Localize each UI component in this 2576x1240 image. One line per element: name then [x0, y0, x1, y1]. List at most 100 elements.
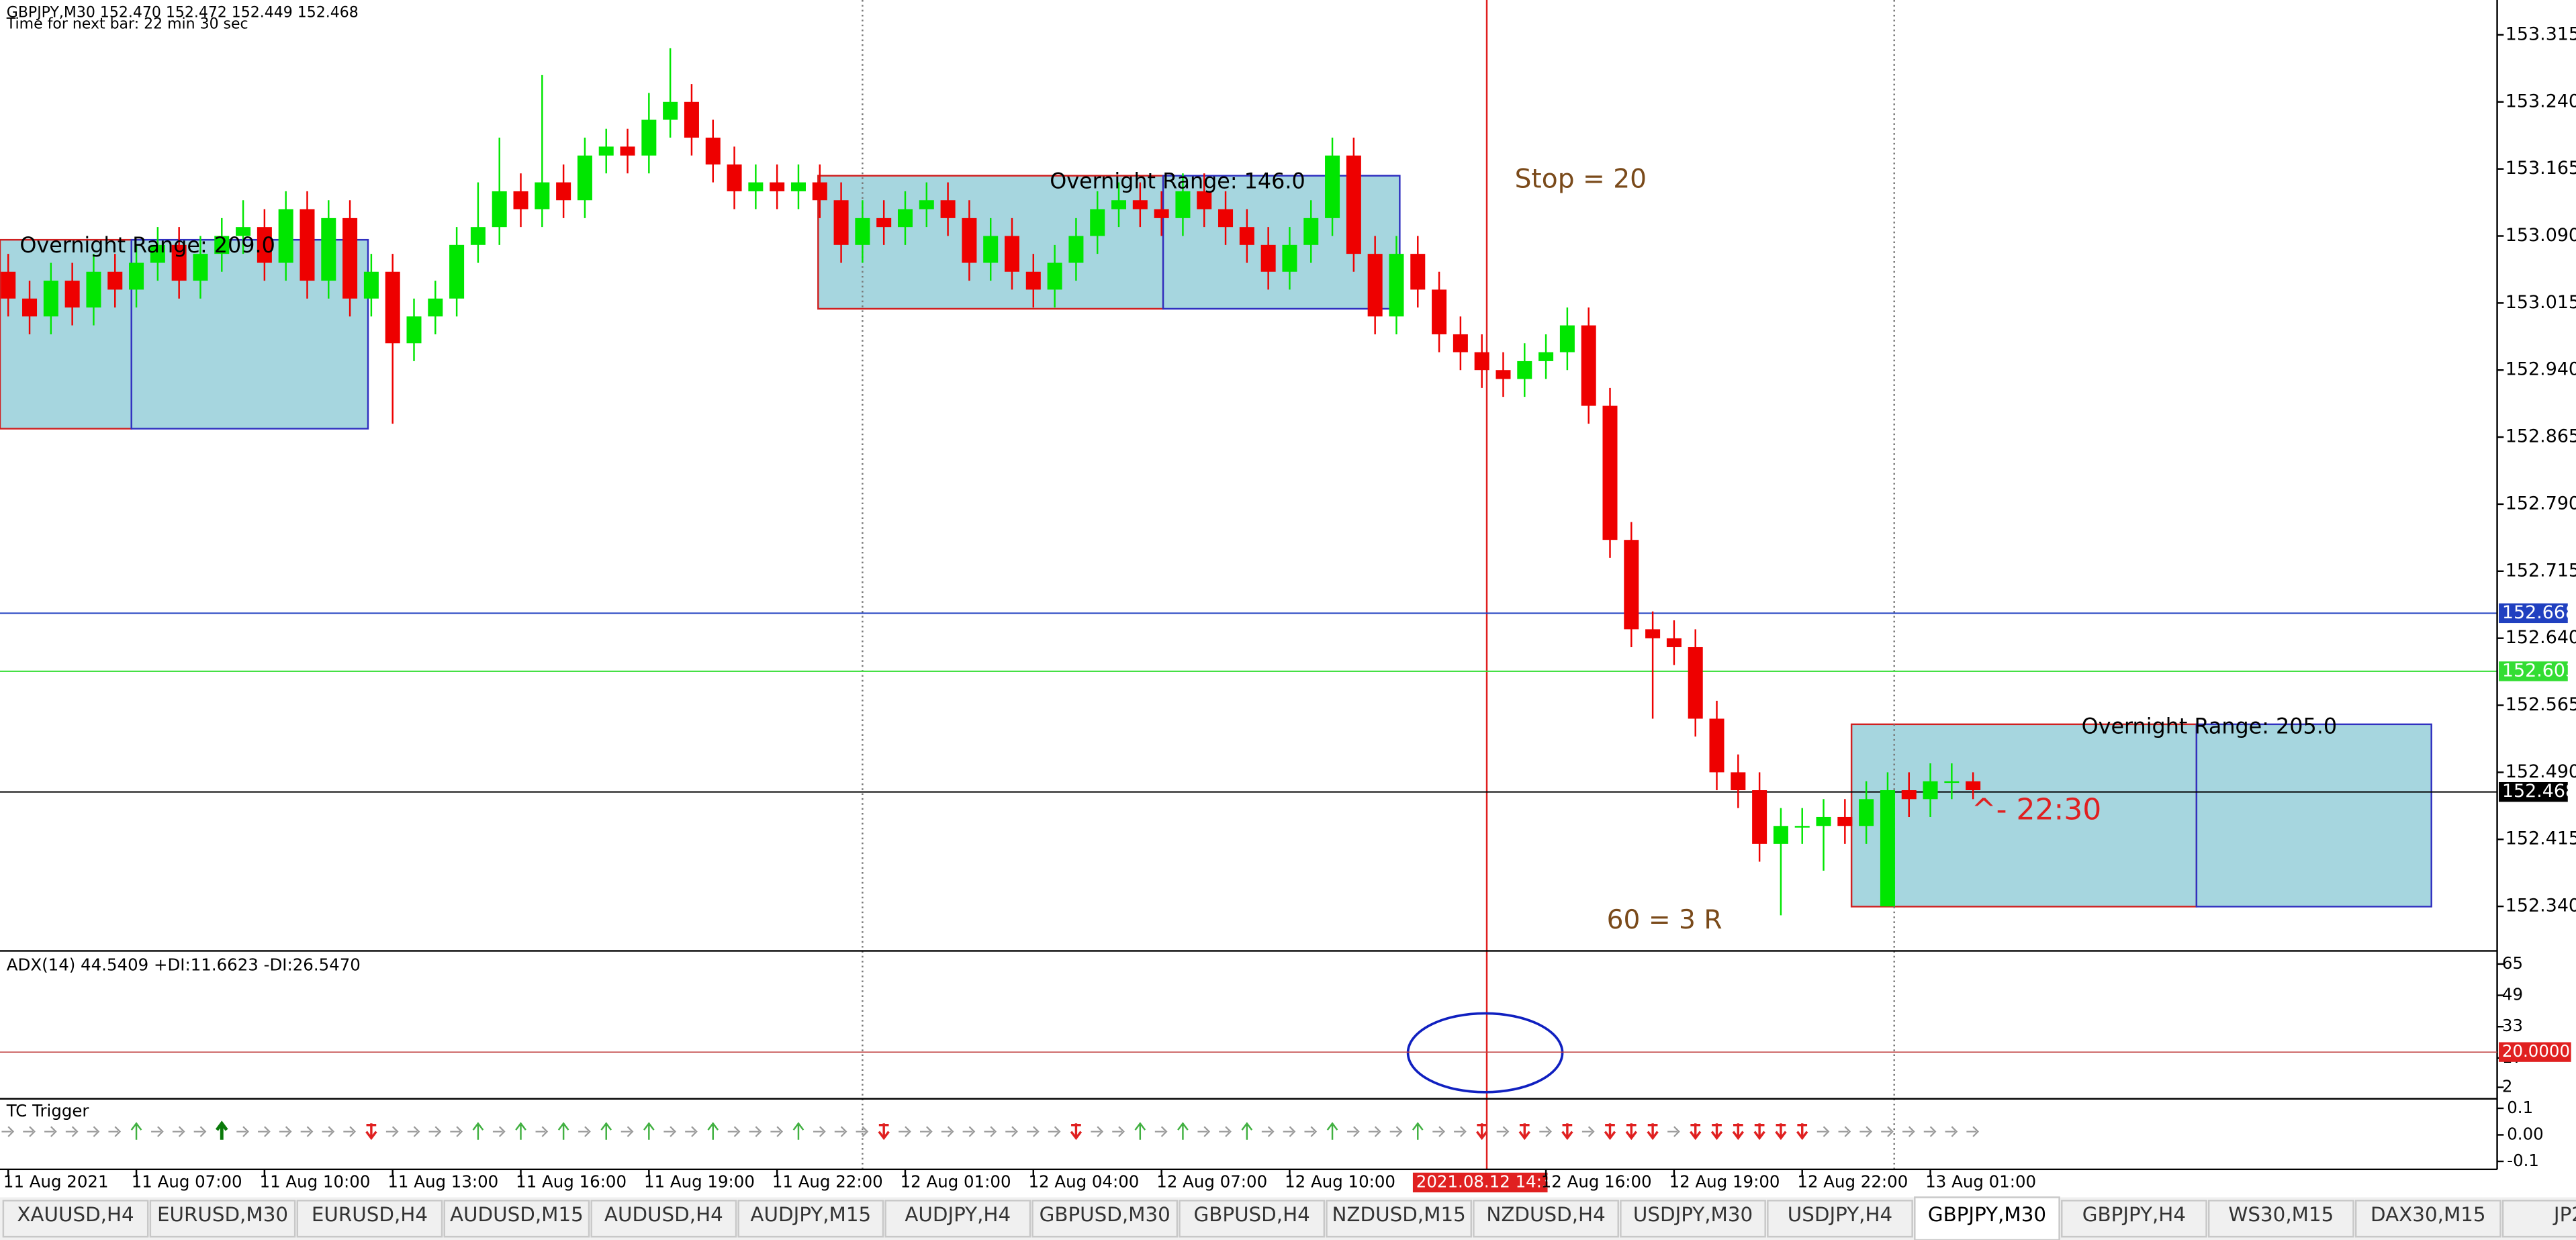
tab[interactable]: NZDUSD,H4 — [1473, 1200, 1619, 1238]
signal-arrow — [1134, 1122, 1146, 1140]
box — [2195, 723, 2432, 908]
tab[interactable]: AUDJPY,H4 — [884, 1200, 1031, 1238]
signal-arrow — [1496, 1126, 1510, 1137]
signal-arrow — [1667, 1126, 1680, 1137]
candle-body — [513, 191, 528, 209]
candle-body — [385, 271, 400, 344]
signal-arrow — [23, 1126, 36, 1137]
y-tick-label: 152.715 — [2505, 560, 2576, 581]
signal-arrow — [1005, 1126, 1018, 1137]
candle-body — [748, 182, 764, 191]
tab[interactable]: AUDJPY,M15 — [737, 1200, 884, 1238]
x-tick-label: 12 Aug 16:00 — [1541, 1172, 1652, 1191]
range-box-3 — [1850, 723, 2432, 908]
y-tick-label: 153.240 — [2505, 91, 2576, 111]
tab[interactable]: DAX30,M15 — [2354, 1200, 2501, 1238]
candle-body — [363, 271, 379, 299]
price-label: 152.668 — [2502, 602, 2576, 623]
range-box-1 — [0, 238, 369, 430]
tab[interactable]: GBPJPY,M30 — [1914, 1196, 2060, 1240]
stop-note: Stop = 20 — [1515, 164, 1647, 195]
adx-tick-label: 49 — [2502, 985, 2523, 1004]
tab[interactable]: JP22 — [2501, 1200, 2576, 1238]
candle-body — [1154, 209, 1169, 218]
tab-bg — [2208, 1200, 2354, 1238]
tab[interactable]: AUDUSD,H4 — [590, 1200, 737, 1238]
tc-tick-label: 0.00 — [2507, 1124, 2543, 1143]
signal-arrow — [407, 1126, 420, 1137]
tab-label: EURUSD,H4 — [312, 1203, 428, 1226]
tab[interactable]: NZDUSD,M15 — [1326, 1200, 1473, 1238]
tab[interactable]: USDJPY,M30 — [1620, 1200, 1766, 1238]
signal-arrow — [322, 1126, 335, 1137]
tab-bg — [590, 1200, 737, 1238]
signal-arrow — [962, 1126, 976, 1137]
signal-arrow — [834, 1126, 847, 1137]
signal-arrow — [1604, 1123, 1616, 1141]
tab-label: DAX30,M15 — [2371, 1203, 2486, 1226]
tab-bg — [1326, 1200, 1473, 1238]
signal-arrow — [707, 1122, 719, 1140]
tab-label: AUDJPY,H4 — [905, 1203, 1011, 1226]
tab[interactable]: EURUSD,H4 — [296, 1200, 443, 1238]
tab[interactable]: USDJPY,H4 — [1767, 1200, 1913, 1238]
y-tick-label: 152.640 — [2505, 627, 2576, 648]
candle-body — [1068, 236, 1084, 263]
candle-body — [684, 101, 699, 138]
signal-arrow — [193, 1126, 207, 1137]
tab-label: GBPJPY,H4 — [2082, 1203, 2186, 1226]
range-label: Overnight Range: 146.0 — [1050, 169, 1305, 194]
candle-body — [342, 218, 358, 299]
candle-body — [406, 316, 422, 344]
tab-label: NZDUSD,M15 — [1332, 1203, 1465, 1226]
candle-body — [22, 298, 38, 317]
signal-arrow — [385, 1126, 399, 1137]
tab[interactable]: XAUUSD,H4 — [2, 1200, 149, 1238]
candle-body — [727, 164, 742, 191]
tab[interactable]: AUDUSD,M15 — [443, 1200, 590, 1238]
signal-arrow — [1518, 1123, 1530, 1141]
signal-arrow — [620, 1126, 634, 1137]
tab[interactable]: GBPJPY,H4 — [2061, 1200, 2207, 1238]
signal-arrow — [1732, 1123, 1745, 1141]
candle-body — [1004, 236, 1020, 272]
candle-body — [428, 298, 443, 317]
tab-bg — [443, 1200, 590, 1238]
signal-arrow — [1539, 1126, 1552, 1137]
tab-bg — [296, 1200, 443, 1238]
tab-bg — [1914, 1196, 2060, 1240]
candle-body — [1432, 289, 1447, 334]
candle-body — [1175, 191, 1191, 218]
x-tick-label: 11 Aug 13:00 — [387, 1172, 498, 1191]
tab-strip: XAUUSD,H4 EURUSD,M30 EURUSD,H4 AUDUSD,M15 AU… — [2, 1196, 2576, 1240]
signal-arrow — [343, 1126, 356, 1137]
candle-body — [1453, 334, 1468, 352]
bar-timer: Time for next bar: 22 min 30 sec — [6, 16, 248, 33]
candle-body — [1688, 647, 1703, 719]
tab[interactable]: GBPUSD,M30 — [1031, 1200, 1179, 1238]
candle-body — [492, 191, 507, 228]
signal-arrow — [920, 1126, 933, 1137]
candle-body — [470, 227, 486, 245]
symbol-info: GBPJPY,M30 152.470 152.472 152.449 152.4… — [7, 5, 359, 21]
candle-body — [556, 182, 571, 201]
candle-body — [1474, 352, 1489, 371]
signal-arrow — [428, 1126, 442, 1137]
signal-arrow — [1, 1126, 15, 1137]
signal-arrow — [984, 1126, 997, 1137]
tab[interactable]: WS30,M15 — [2208, 1200, 2354, 1238]
x-tick-label: 11 Aug 19:00 — [644, 1172, 755, 1191]
highlight-ellipse — [1406, 1012, 1564, 1094]
signal-arrow — [663, 1126, 677, 1137]
candle-body — [1709, 718, 1724, 773]
tab[interactable]: GBPUSD,H4 — [1179, 1200, 1326, 1238]
y-tick-label: 153.165 — [2505, 158, 2576, 179]
signal-arrow — [65, 1126, 79, 1137]
candle-body — [1966, 781, 1981, 790]
candle-body — [1325, 155, 1340, 218]
tab[interactable]: EURUSD,M30 — [149, 1200, 296, 1238]
signal-arrow — [1304, 1126, 1318, 1137]
tab-label: USDJPY,H4 — [1788, 1203, 1892, 1226]
price-label-bg — [2499, 661, 2568, 681]
